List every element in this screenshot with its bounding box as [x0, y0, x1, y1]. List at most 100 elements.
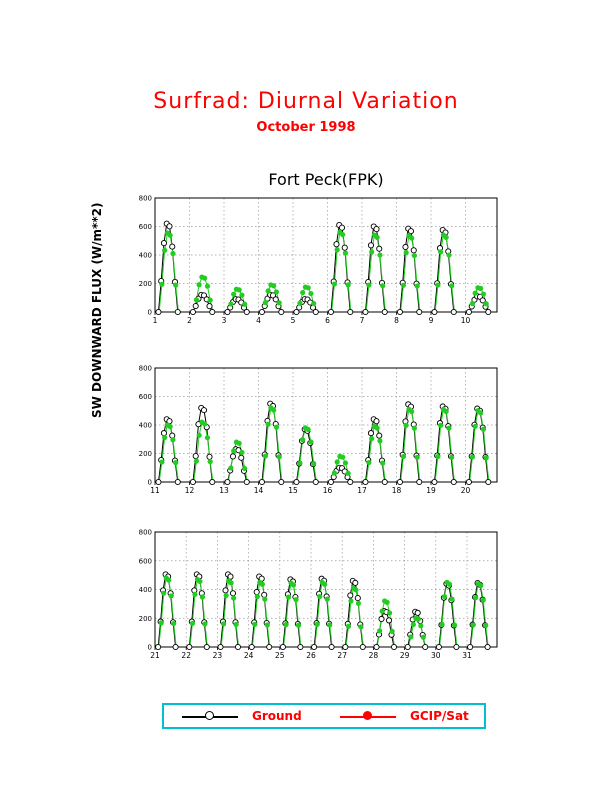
gcip-point — [273, 424, 280, 430]
gcip-point — [297, 300, 303, 306]
gcip-point — [236, 287, 242, 293]
gcip-point — [265, 288, 271, 294]
gcip-point — [400, 282, 406, 288]
ground-point — [414, 609, 421, 616]
gcip-point — [295, 622, 302, 628]
gcip-point — [262, 453, 268, 459]
gcip-point — [480, 291, 487, 297]
gcip-point — [221, 621, 227, 627]
gcip-point — [472, 290, 478, 296]
ground-line-day-11 — [157, 418, 179, 483]
gcip-point — [389, 628, 395, 634]
gcip-point — [470, 622, 476, 628]
ground-point — [203, 643, 210, 651]
gcip-point — [374, 425, 380, 431]
ground-point — [435, 643, 442, 651]
x-tick-label: 31 — [462, 651, 472, 660]
gcip-line-day-28 — [376, 600, 396, 648]
gcip-point — [189, 620, 196, 626]
chart-subtitle: October 1998 — [256, 120, 356, 135]
x-tick-label: 4 — [256, 316, 261, 325]
x-tick-label: 23 — [213, 651, 223, 660]
gcip-point — [345, 623, 352, 629]
gcip-point — [228, 465, 234, 471]
gcip-point — [345, 470, 351, 476]
ground-line-day-7 — [364, 225, 386, 313]
gcip-point — [446, 425, 452, 431]
gcip-point — [233, 621, 239, 628]
gcip-point — [193, 297, 199, 303]
gcip-point — [308, 290, 314, 297]
x-tick-label: 18 — [392, 486, 402, 495]
gcip-point — [472, 423, 478, 430]
x-tick-label: 19 — [426, 486, 436, 495]
ground-point — [373, 643, 380, 651]
ground-point — [312, 478, 319, 486]
x-tick-label: 24 — [244, 651, 254, 660]
gcip-point — [265, 421, 271, 427]
gcip-point — [322, 581, 328, 587]
gcip-point — [242, 301, 248, 307]
gcip-point — [192, 591, 198, 597]
ground-point — [229, 590, 237, 597]
gcip-point — [276, 454, 282, 460]
ground-point — [155, 643, 162, 651]
ground-point — [189, 308, 196, 316]
ground-point — [160, 430, 168, 437]
ground-line-day-24 — [251, 575, 270, 648]
ground-point — [174, 308, 181, 316]
ground-point — [385, 617, 393, 624]
gcip-point — [161, 590, 167, 596]
gcip-point — [355, 600, 362, 606]
x-tick-label: 16 — [323, 486, 333, 495]
ground-point — [258, 478, 266, 486]
ground-point — [209, 308, 216, 316]
gcip-point — [369, 249, 375, 255]
x-tick-label: 20 — [461, 486, 471, 495]
ground-point — [222, 587, 229, 594]
ground-point — [381, 478, 388, 486]
gcip-point — [168, 593, 174, 599]
gcip-point — [374, 234, 380, 240]
ground-point — [293, 478, 300, 486]
gcip-point — [193, 458, 199, 464]
y-tick-label: 400 — [139, 586, 152, 594]
ground-point — [297, 643, 304, 651]
gcip-point — [331, 281, 337, 287]
gcip-point — [408, 634, 414, 640]
x-tick-label: 28 — [369, 651, 379, 660]
gcip-point — [387, 610, 393, 616]
y-tick-label: 800 — [139, 365, 152, 373]
gcip-point — [441, 593, 448, 600]
x-tick-label: 29 — [400, 651, 410, 660]
gcip-point — [324, 596, 330, 602]
gcip-point — [259, 581, 265, 587]
legend-ground-marker — [205, 711, 214, 720]
x-tick-label: 1 — [153, 316, 158, 325]
ground-point — [206, 453, 213, 460]
ground-point — [328, 643, 335, 651]
gcip-point — [273, 289, 280, 295]
ground-point — [169, 243, 176, 250]
ground-point — [278, 478, 285, 486]
ground-point — [253, 589, 260, 596]
gcip-point — [317, 593, 323, 600]
ground-point — [186, 643, 193, 651]
x-tick-label: 22 — [181, 651, 191, 660]
gcip-point — [196, 432, 202, 438]
y-tick-label: 0 — [148, 309, 152, 317]
gcip-point — [314, 621, 320, 627]
gcip-point — [473, 595, 479, 601]
ground-point — [381, 308, 388, 316]
gcip-point — [264, 622, 270, 628]
gcip-point — [283, 622, 289, 628]
ground-point — [278, 308, 285, 316]
gcip-point — [231, 291, 237, 297]
gcip-point — [415, 616, 421, 622]
ground-point — [347, 592, 354, 599]
gcip-point — [384, 599, 390, 605]
ground-point — [396, 308, 404, 316]
x-tick-label: 15 — [288, 486, 298, 495]
ground-point — [172, 643, 179, 651]
